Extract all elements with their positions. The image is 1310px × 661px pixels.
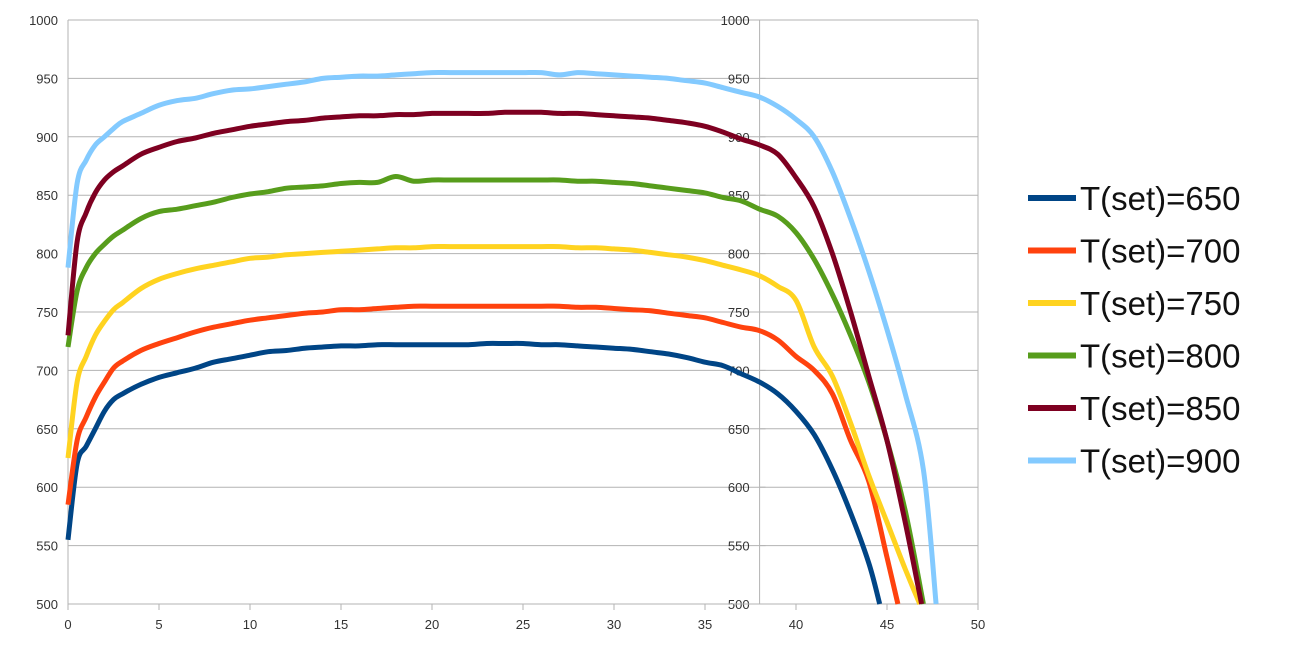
- legend-label: T(set)=700: [1080, 233, 1241, 270]
- x-tick-label: 20: [425, 617, 439, 632]
- legend-item: T(set)=750: [1028, 285, 1241, 322]
- legend: T(set)=650 T(set)=700 T(set)=750 T(set)=800…: [1028, 180, 1241, 480]
- series-line-t-set-900: [65, 69, 939, 605]
- y-tick-label: 550: [36, 539, 58, 554]
- secondary-y-tick-label: 650: [728, 422, 750, 437]
- legend-label: T(set)=850: [1080, 390, 1241, 427]
- y-tick-label: 850: [36, 188, 58, 203]
- legend-item: T(set)=850: [1028, 390, 1241, 427]
- series-line-t-set-650: [65, 340, 883, 605]
- series-line-t-set-750: [65, 244, 923, 605]
- secondary-y-tick-label: 800: [728, 247, 750, 262]
- secondary-y-tick-label: 950: [728, 71, 750, 86]
- series-line-t-set-850: [65, 109, 925, 605]
- secondary-y-tick-label: 1000: [721, 13, 750, 28]
- y-tick-label: 800: [36, 247, 58, 262]
- x-tick-label: 40: [789, 617, 803, 632]
- y-tick-label: 700: [36, 363, 58, 378]
- legend-label: T(set)=900: [1080, 443, 1241, 480]
- x-tick-label: 30: [607, 617, 621, 632]
- x-tick-label: 5: [155, 617, 162, 632]
- x-tick-label: 10: [243, 617, 257, 632]
- y-tick-label: 600: [36, 480, 58, 495]
- y-tick-label: 900: [36, 130, 58, 145]
- series-lines: [65, 69, 939, 605]
- x-tick-label: 35: [698, 617, 712, 632]
- secondary-y-tick-label: 550: [728, 539, 750, 554]
- x-tick-label: 15: [334, 617, 348, 632]
- x-tick-label: 0: [64, 617, 71, 632]
- series-line-t-set-700: [65, 303, 901, 605]
- series-line-t-set-800: [65, 174, 926, 605]
- y-tick-label: 500: [36, 597, 58, 612]
- x-tick-label: 45: [880, 617, 894, 632]
- axes: 5005506006507007508008509009501000500550…: [29, 13, 985, 632]
- legend-item: T(set)=650: [1028, 180, 1241, 217]
- y-tick-label: 1000: [29, 13, 58, 28]
- y-tick-label: 650: [36, 422, 58, 437]
- legend-label: T(set)=800: [1080, 338, 1241, 375]
- legend-label: T(set)=750: [1080, 285, 1241, 322]
- legend-label: T(set)=650: [1080, 180, 1241, 217]
- grid-lines: [68, 19, 978, 605]
- x-tick-label: 25: [516, 617, 530, 632]
- secondary-y-tick-label: 600: [728, 480, 750, 495]
- y-tick-label: 950: [36, 71, 58, 86]
- legend-item: T(set)=900: [1028, 443, 1241, 480]
- y-tick-label: 750: [36, 305, 58, 320]
- secondary-y-tick-label: 750: [728, 305, 750, 320]
- x-tick-label: 50: [971, 617, 985, 632]
- legend-item: T(set)=700: [1028, 233, 1241, 270]
- legend-item: T(set)=800: [1028, 338, 1241, 375]
